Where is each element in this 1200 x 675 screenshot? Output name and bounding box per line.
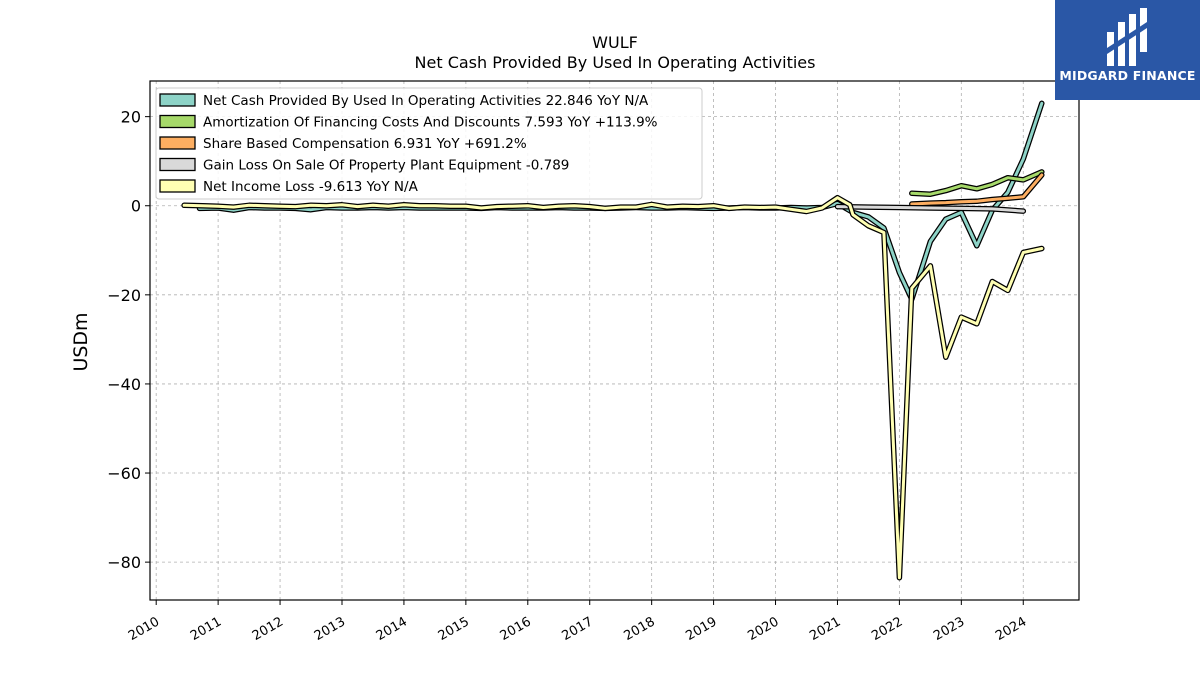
y-tick-label: −40 bbox=[107, 375, 141, 394]
legend-label: Net Income Loss -9.613 YoY N/A bbox=[203, 179, 419, 195]
series-line-net-income-loss bbox=[182, 196, 1044, 580]
legend-swatch bbox=[159, 136, 196, 150]
legend-box bbox=[155, 87, 703, 200]
x-tick-label: 2012 bbox=[250, 614, 286, 644]
series-line-amortization-of-financing-costs-and-discounts bbox=[910, 170, 1044, 196]
series-line-share-based-compensation bbox=[910, 173, 1044, 206]
x-tick-label: 2022 bbox=[869, 614, 905, 644]
x-tick-label: 2024 bbox=[993, 614, 1029, 644]
legend-label: Gain Loss On Sale Of Property Plant Equi… bbox=[203, 158, 569, 174]
plot-frame bbox=[149, 80, 1080, 601]
legend-label: Share Based Compensation 6.931 YoY +691.… bbox=[203, 136, 527, 152]
x-tick-label: 2011 bbox=[188, 614, 224, 644]
chart-title: WULF bbox=[592, 33, 638, 52]
y-tick-label: −80 bbox=[107, 553, 141, 572]
legend-swatch bbox=[159, 93, 196, 107]
brand-logo: MIDGARD FINANCE bbox=[1055, 0, 1200, 100]
chart-subtitle: Net Cash Provided By Used In Operating A… bbox=[415, 53, 816, 72]
series-outline-amortization-of-financing-costs-and-discounts bbox=[909, 169, 1045, 197]
y-tick-label: −20 bbox=[107, 286, 141, 305]
legend-swatch bbox=[159, 179, 196, 193]
y-axis-label: USDm bbox=[70, 312, 92, 371]
legend-swatch bbox=[159, 114, 196, 129]
series-outline-net-income-loss bbox=[181, 194, 1045, 581]
x-tick-label: 2014 bbox=[374, 614, 410, 644]
y-tick-label: 20 bbox=[121, 108, 141, 127]
legend-label: Amortization Of Financing Costs And Disc… bbox=[203, 115, 658, 131]
x-tick-label: 2010 bbox=[126, 614, 162, 644]
legend: Net Cash Provided By Used In Operating A… bbox=[155, 87, 703, 200]
y-tick-label: 0 bbox=[131, 197, 141, 216]
x-tick-label: 2016 bbox=[498, 614, 534, 644]
x-tick-label: 2015 bbox=[436, 614, 472, 644]
x-tick-label: 2019 bbox=[683, 614, 719, 644]
y-tick-label: −60 bbox=[107, 464, 141, 483]
legend-swatch bbox=[159, 157, 196, 172]
x-tick-label: 2017 bbox=[560, 614, 596, 644]
series-line-gain-loss-on-sale-of-property-plant-equipment bbox=[836, 205, 1025, 213]
midgard-logo-icon bbox=[1107, 8, 1147, 66]
x-tick-label: 2023 bbox=[931, 614, 967, 644]
x-tick-label: 2018 bbox=[621, 614, 657, 644]
brand-name: MIDGARD FINANCE bbox=[1059, 68, 1196, 83]
x-tick-label: 2020 bbox=[745, 614, 781, 644]
x-tick-label: 2021 bbox=[807, 614, 843, 644]
x-tick-label: 2013 bbox=[312, 614, 348, 644]
legend-label: Net Cash Provided By Used In Operating A… bbox=[203, 93, 649, 109]
series-lines bbox=[181, 100, 1045, 581]
